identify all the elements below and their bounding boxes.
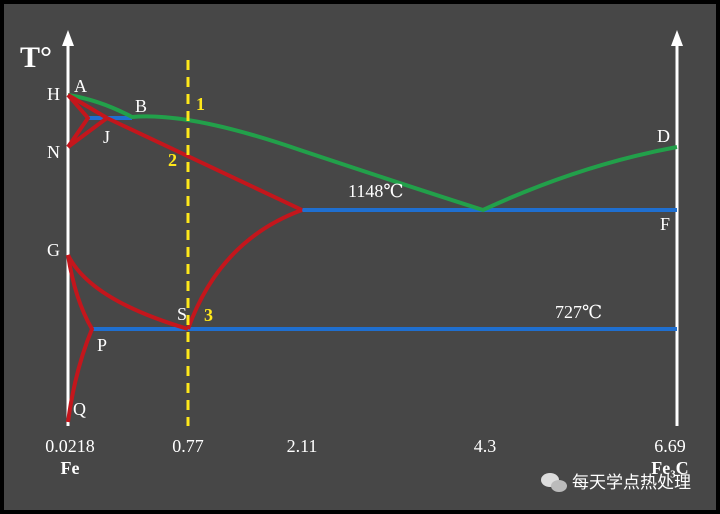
point-label: A bbox=[74, 76, 87, 96]
point-label: S bbox=[177, 304, 187, 324]
x-right-label: Fe₃C bbox=[651, 458, 688, 478]
axis-arrow bbox=[62, 30, 74, 46]
axis-arrow bbox=[671, 30, 683, 46]
marker: 1 bbox=[196, 94, 205, 114]
x-label: 4.3 bbox=[474, 436, 497, 456]
point-label: P bbox=[97, 335, 107, 355]
axis-title: T° bbox=[20, 41, 52, 74]
watermark: 每天学点热处理 bbox=[572, 473, 691, 493]
x-left-label: Fe bbox=[61, 458, 80, 478]
x-label: 2.11 bbox=[287, 436, 318, 456]
background bbox=[4, 4, 716, 510]
temperature-label: 1148℃ bbox=[348, 181, 403, 201]
point-label: F bbox=[660, 214, 670, 234]
point-label: G bbox=[47, 240, 60, 260]
temperature-label: 727℃ bbox=[555, 302, 602, 322]
liquidus bbox=[67, 93, 678, 213]
point-label: N bbox=[47, 142, 60, 162]
point-label: D bbox=[657, 126, 670, 146]
axes bbox=[66, 40, 679, 426]
point-label: B bbox=[135, 96, 147, 116]
watermark-icon bbox=[541, 473, 567, 492]
x-label: 0.77 bbox=[172, 436, 204, 456]
point-label: H bbox=[47, 84, 60, 104]
marker: 3 bbox=[204, 305, 213, 325]
x-label: 0.0218 bbox=[45, 436, 95, 456]
phase-lines bbox=[66, 93, 303, 423]
x-label: 6.69 bbox=[654, 436, 686, 456]
point-label: J bbox=[103, 127, 110, 147]
point-label: Q bbox=[73, 399, 86, 419]
marker: 2 bbox=[168, 150, 177, 170]
